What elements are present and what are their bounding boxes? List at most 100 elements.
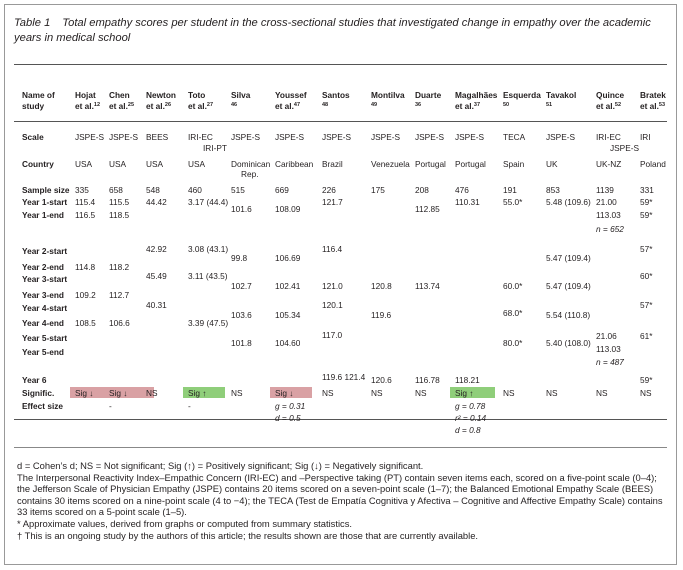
row-label-year4-end: Year 4-end xyxy=(22,318,64,328)
study-header-ref: et al.53 xyxy=(640,101,665,111)
row-label-year1-end: Year 1-end xyxy=(22,210,64,220)
sample-size-cell: 331 xyxy=(640,185,654,195)
study-header-name: Bratek xyxy=(640,90,666,100)
year1-start-cell: 44.42 xyxy=(146,197,167,207)
study-header-name: Quince xyxy=(596,90,625,100)
top-rule xyxy=(14,64,667,65)
sample-size-cell: 226 xyxy=(322,185,336,195)
silva-y2: 99.8 xyxy=(231,253,248,263)
silva-country-extra: Rep. xyxy=(241,169,259,179)
esquerda-y3s: 60.0* xyxy=(503,281,523,291)
study-header-refnum: 47 xyxy=(293,102,301,108)
scale-cell: JSPE-S xyxy=(415,132,445,142)
country-cell: UK-NZ xyxy=(596,159,622,169)
study-header-name: Toto xyxy=(188,90,206,100)
country-cell: Poland xyxy=(640,159,666,169)
montilva-y4: 119.6 xyxy=(371,310,392,320)
significance-cell: Sig ↑ xyxy=(188,388,207,398)
scale-cell: TECA xyxy=(503,132,526,142)
magalhaes-effect-g: g = 0.78 xyxy=(455,401,486,411)
santos-y6: 119.6 121.4 xyxy=(322,372,366,382)
scale-cell: JSPE-S xyxy=(322,132,352,142)
row-label-year2-start: Year 2-start xyxy=(22,246,68,256)
study-header-name: Tavakol xyxy=(546,90,577,100)
study-header-ref: et al.26 xyxy=(146,101,171,111)
study-header-refnum: 25 xyxy=(127,102,135,108)
sample-size-cell: 460 xyxy=(188,185,202,195)
country-cell: Portugal xyxy=(415,159,446,169)
country-cell: USA xyxy=(75,159,93,169)
study-header-refnum: 27 xyxy=(206,102,214,108)
study-header-ref: 46 xyxy=(231,101,237,111)
significance-cell: Sig ↓ xyxy=(275,388,294,398)
country-cell: USA xyxy=(188,159,206,169)
magalhaes-y6: 118.21 xyxy=(455,375,480,385)
significance-cell: NS xyxy=(546,388,558,398)
study-header-ref: 48 xyxy=(322,101,328,111)
significance-cell: NS xyxy=(371,388,383,398)
year1-start-cell: 110.31 xyxy=(455,197,480,207)
row-label-effect-size: Effect size xyxy=(22,401,64,411)
sample-size-cell: 548 xyxy=(146,185,160,195)
santos-y2s: 116.4 xyxy=(322,244,343,254)
country-cell: Dominican xyxy=(231,159,271,169)
scale-cell: JSPE-S xyxy=(75,132,105,142)
study-header-etal: et al. xyxy=(455,101,474,111)
year1-end-cell: 116.5 xyxy=(75,210,96,220)
bratek-y3s: 60* xyxy=(640,271,653,281)
year1-start-cell: 59* xyxy=(640,197,653,207)
scale-cell: IRI xyxy=(640,132,651,142)
duarte-y6: 116.78 xyxy=(415,375,440,385)
study-header-ref: et al.27 xyxy=(188,101,213,111)
sample-size-cell: 1139 xyxy=(596,185,614,195)
study-header-refnum: 53 xyxy=(658,102,666,108)
quince-n-2: n = 487 xyxy=(596,357,624,367)
scale-cell: JSPE-S xyxy=(371,132,401,142)
esquerda-y5s: 80.0* xyxy=(503,338,523,348)
caption-text: Total empathy scores per student in the … xyxy=(14,17,651,44)
study-header-etal: et al. xyxy=(596,101,615,111)
country-cell: Spain xyxy=(503,159,525,169)
sig-down-highlight-hojat-chen xyxy=(70,387,154,398)
year1-start-cell: 115.5 xyxy=(109,197,130,207)
tavakol-y4: 5.54 (110.8) xyxy=(546,310,591,320)
year1-start-cell: 21.00 xyxy=(596,197,617,207)
bratek-y5s: 61* xyxy=(640,331,653,341)
significance-cell: Sig ↓ xyxy=(75,388,94,398)
silva-y1: 101.6 xyxy=(231,204,252,214)
study-header-name: Santos xyxy=(322,90,350,100)
study-header-ref: 49 xyxy=(371,101,377,111)
sample-size-cell: 191 xyxy=(503,185,517,195)
study-header-ref: et al.47 xyxy=(275,101,300,111)
study-header-name: Newton xyxy=(146,90,176,100)
row-label-signific: Signific. xyxy=(22,388,55,398)
country-cell: Venezuela xyxy=(371,159,410,169)
study-header-ref: et al.37 xyxy=(455,101,480,111)
sig-down-highlight-youssef xyxy=(270,387,312,398)
hojat-y4e: 108.5 xyxy=(75,318,96,328)
table-caption: Table 1 Total empathy scores per student … xyxy=(14,16,664,46)
toto-y2s: 3.08 (43.1) xyxy=(188,244,229,254)
quince-n-1: n = 652 xyxy=(596,224,624,234)
study-header-ref: et al.25 xyxy=(109,101,134,111)
study-header-refnum: 12 xyxy=(93,102,101,108)
quince-y5e: 113.03 xyxy=(596,344,621,354)
significance-cell: NS xyxy=(596,388,608,398)
newton-y4s: 40.31 xyxy=(146,300,167,310)
bratek-y2s: 57* xyxy=(640,244,653,254)
significance-cell: Sig ↑ xyxy=(455,388,474,398)
header-rule xyxy=(14,121,667,122)
country-cell: USA xyxy=(109,159,127,169)
row-label-country: Country xyxy=(22,159,54,169)
table-frame xyxy=(4,4,677,565)
significance-cell: Sig ↓ xyxy=(109,388,128,398)
row-label-year5-end: Year 5-end xyxy=(22,347,64,357)
year1-start-cell: 55.0* xyxy=(503,197,523,207)
study-header-refnum: 49 xyxy=(371,102,378,108)
chen-y4e: 106.6 xyxy=(109,318,130,328)
row-label-year4-start: Year 4-start xyxy=(22,303,68,313)
esquerda-y4s: 68.0* xyxy=(503,308,523,318)
study-header-name: Chen xyxy=(109,90,130,100)
chen-effect: - xyxy=(109,401,112,411)
study-header-name: Magalhães xyxy=(455,90,498,100)
